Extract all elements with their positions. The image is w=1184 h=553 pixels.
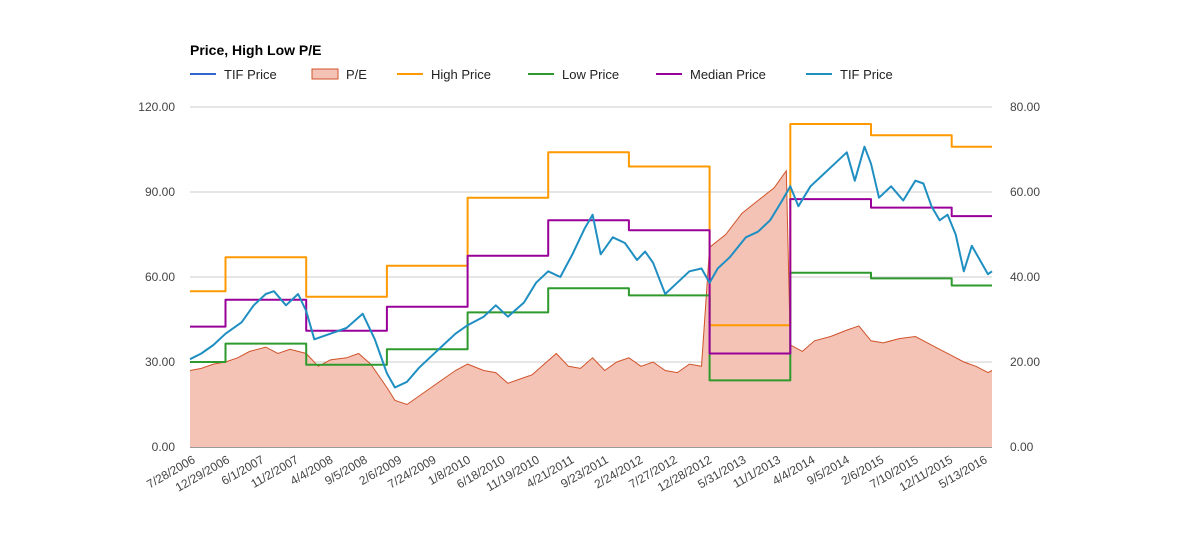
legend: TIF Price P/E High Price Low Price Median Pr… [190,67,893,82]
legend-swatch-pe [311,68,339,80]
legend-label: TIF Price [840,67,893,82]
left-axis-tick-label: 90.00 [145,185,175,199]
legend-label: P/E [346,67,367,82]
pe-area-fill [190,170,992,448]
right-axis-tick-label: 40.00 [1010,270,1040,284]
left-axis-tick-label: 120.00 [138,100,175,114]
right-axis-tick-label: 80.00 [1010,100,1040,114]
left-axis-tick-label: 30.00 [145,355,175,369]
low-price-line [190,271,992,382]
right-axis-tick-label: 0.00 [1010,440,1034,454]
left-axis-tick-label: 60.00 [145,270,175,284]
tif-price-line [189,145,993,389]
legend-label: Low Price [562,67,619,82]
pe-area-layer [189,169,993,448]
high-price-line [190,123,992,327]
left-axis-tick-label: 0.00 [152,440,176,454]
right-axis-tick-label: 20.00 [1010,355,1040,369]
pe-line [189,169,993,406]
legend-label: High Price [431,67,491,82]
chart-title: Price, High Low P/E [190,42,321,58]
right-axis-tick-label: 60.00 [1010,185,1040,199]
legend-label: TIF Price [224,67,277,82]
legend-label: Median Price [690,67,766,82]
price-lines-layer [189,123,993,389]
